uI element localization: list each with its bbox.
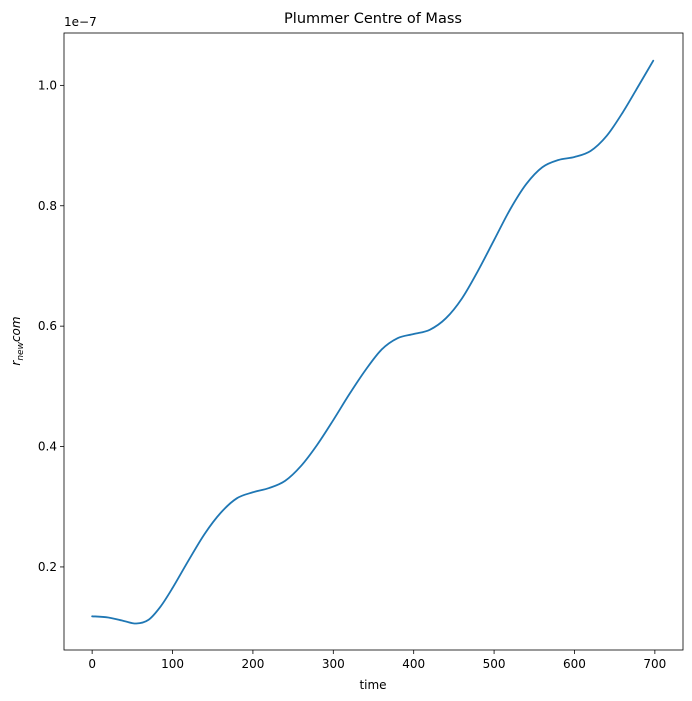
x-tick-label: 400 [402, 657, 425, 671]
y-offset-text: 1e−7 [64, 15, 97, 29]
chart-title: Plummer Centre of Mass [284, 11, 462, 27]
x-tick-label: 200 [241, 657, 264, 671]
x-tick-label: 600 [563, 657, 586, 671]
y-tick-label: 0.2 [38, 560, 57, 574]
plot-area [64, 33, 683, 650]
x-axis-ticks: 0 100 200 300 400 500 600 700 [88, 650, 666, 671]
y-axis-label-base: r [9, 360, 23, 366]
x-tick-label: 300 [322, 657, 345, 671]
y-axis-label-suffix: com [9, 316, 23, 342]
y-tick-label: 1.0 [38, 78, 57, 92]
x-tick-label: 700 [643, 657, 666, 671]
y-axis-label: rnewcom [9, 316, 26, 365]
y-tick-label: 0.6 [38, 319, 57, 333]
series-line [91, 59, 655, 625]
x-axis-label: time [359, 678, 386, 692]
y-tick-label: 0.4 [38, 440, 57, 454]
x-tick-label: 500 [483, 657, 506, 671]
x-tick-label: 100 [161, 657, 184, 671]
y-tick-label: 0.8 [38, 199, 57, 213]
y-axis-ticks: 0.2 0.4 0.6 0.8 1.0 [38, 78, 64, 574]
x-tick-label: 0 [88, 657, 96, 671]
y-axis-label-subscript: new [16, 341, 26, 360]
plot-frame [63, 32, 684, 651]
